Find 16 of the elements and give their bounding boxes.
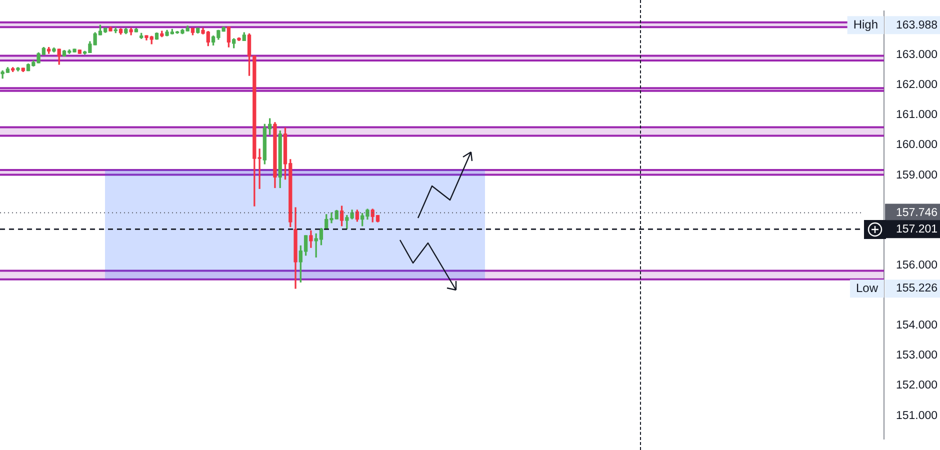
y-tick-label: 162.000: [896, 79, 938, 92]
y-tick-label: 153.000: [896, 350, 938, 362]
y-tick-label: 159.000: [896, 169, 938, 182]
y-tick-label: 161.000: [896, 109, 938, 122]
y-tick-label: 155.226: [896, 282, 938, 295]
y-tick-label: 157.201: [896, 223, 938, 236]
y-tick-label: 163.000: [896, 48, 938, 61]
annotation: High: [853, 17, 878, 32]
y-tick-label: 156.000: [896, 259, 938, 272]
annotation: Low: [856, 280, 878, 295]
y-tick-label: 157.746: [896, 206, 938, 219]
y-tick-label: 151.000: [896, 410, 938, 422]
y-tick-label: 152.000: [896, 380, 938, 392]
y-tick-label: 154.000: [896, 320, 938, 332]
y-tick-label: 160.000: [896, 139, 938, 152]
y-tick-label: 163.988: [896, 19, 938, 32]
